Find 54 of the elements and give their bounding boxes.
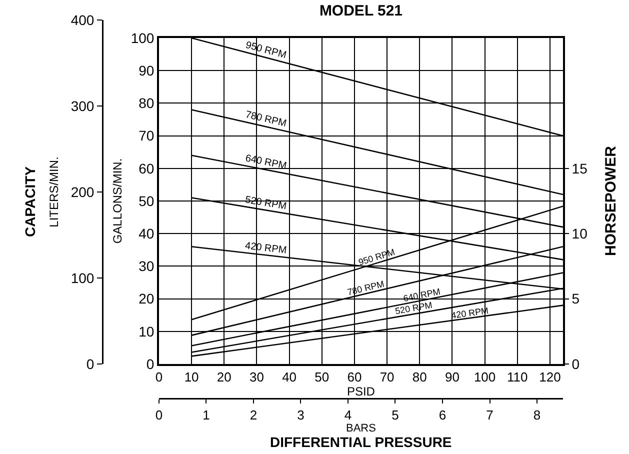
y3-tick-label: 100 (70, 270, 94, 286)
y2-tick-label: 10 (572, 226, 588, 242)
x2-tick-label: 2 (250, 407, 258, 422)
x-tick-label: 80 (412, 370, 427, 385)
x-tick-label: 60 (347, 370, 362, 385)
y2-tick-label: 15 (572, 160, 588, 176)
x-tick-label: 100 (474, 370, 496, 385)
x2-tick-label: 3 (297, 407, 304, 422)
chart-title: MODEL 521 (319, 2, 403, 20)
x-tick-label: 110 (507, 370, 528, 385)
y-tick-label: 40 (138, 226, 154, 242)
y3-tick-label: 0 (86, 356, 94, 372)
y-axis-title: GALLONS/MIN. (110, 158, 125, 244)
y3-axis-title: LITERS/MIN. (46, 156, 61, 228)
y-tick-label: 100 (130, 30, 154, 46)
x-tick-label: 40 (282, 370, 297, 385)
text: 950 RPM (357, 246, 396, 268)
x2-tick-label: 1 (202, 407, 210, 422)
y-tick-label: 10 (138, 323, 154, 340)
text: 420 RPM (450, 306, 490, 321)
y2-axis-title: HORSEPOWER (602, 146, 620, 256)
y-tick-label: 70 (138, 128, 154, 144)
text: 420 RPM (244, 240, 288, 256)
y-tick-label: 20 (138, 290, 154, 307)
x-tick-label: 50 (314, 370, 330, 385)
text: 640 RPM (244, 153, 288, 172)
y-tick-label: 30 (138, 258, 154, 274)
x-tick-label: 70 (380, 370, 394, 385)
x2-tick-label: 4 (344, 407, 352, 422)
x2-tick-label: 7 (486, 407, 494, 422)
x-tick-label: 20 (216, 370, 232, 385)
text: 780 RPM (244, 110, 288, 130)
x2-tick-label: 8 (533, 407, 541, 422)
x-tick-label: 120 (539, 370, 561, 385)
y2-tick-label: 0 (572, 356, 580, 372)
y2-tick-label: 5 (572, 290, 580, 307)
text: DIFFERENTIAL PRESSURE (270, 434, 452, 450)
text: 950 RPM (244, 40, 288, 62)
text: CAPACITY (22, 166, 38, 237)
x2-axis-title: BARS (346, 422, 376, 434)
x-tick-label: 90 (444, 370, 460, 385)
y-tick-label: 90 (138, 62, 154, 79)
y-tick-label: 50 (138, 192, 154, 209)
y-tick-label: 80 (138, 95, 154, 112)
y3-tick-label: 400 (70, 12, 94, 28)
x-tick-label: 30 (249, 370, 264, 385)
y-tick-label: 60 (138, 160, 154, 176)
y3-tick-label: 300 (70, 98, 94, 114)
y-tick-label: 0 (146, 356, 154, 372)
x-axis-title: PSID (346, 384, 376, 399)
x-tick-label: 10 (184, 370, 199, 385)
x2-tick-label: 5 (392, 407, 399, 422)
y3-tick-label: 200 (70, 184, 94, 200)
x2-tick-label: 6 (438, 407, 446, 422)
